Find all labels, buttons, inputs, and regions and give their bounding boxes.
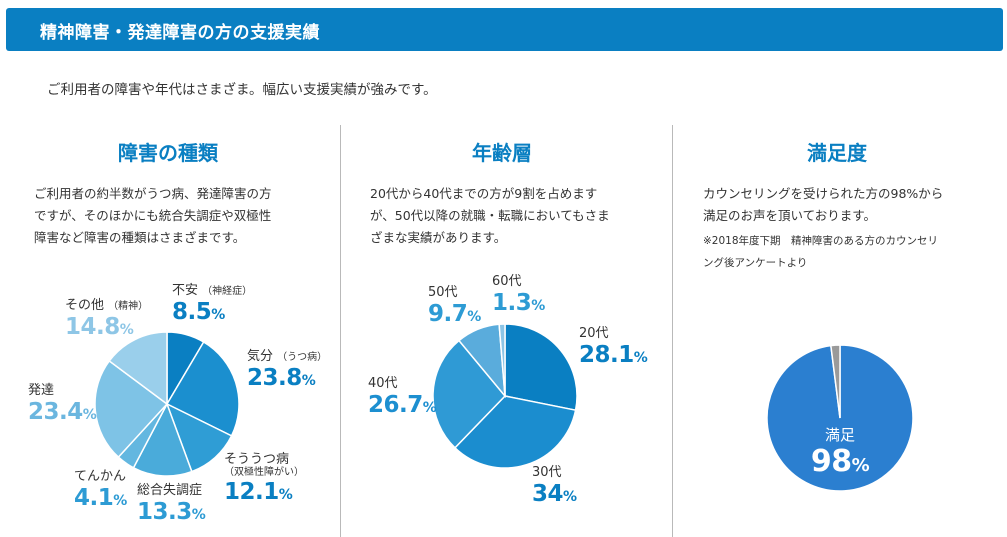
- pie-slice-総合失調症: [132, 402, 193, 477]
- slice-label-60s: 60代 1.3%: [492, 275, 545, 315]
- description-line: 障害など障害の種類はさまざまです。: [34, 230, 246, 245]
- slice-value: 23.4%: [28, 399, 97, 425]
- pie-chart-disability-type: [94, 331, 240, 477]
- slice-name: 60代: [492, 274, 522, 289]
- note-line: ング後アンケートより: [703, 257, 808, 269]
- slice-label-satisfied: 満足 98%: [786, 428, 894, 477]
- section-header: 精神障害・発達障害の方の支援実績: [6, 8, 1003, 51]
- slice-name: 50代: [428, 285, 458, 300]
- pie-slice-30代: [453, 395, 577, 469]
- description-line: が、50代以降の就職・転職においてもさま: [370, 208, 610, 223]
- slice-value: 14.8%: [65, 314, 134, 340]
- slice-name: 総合失調症: [137, 483, 203, 498]
- pie-slice-その他: [108, 331, 168, 406]
- pie-slice-60代: [498, 323, 506, 397]
- slice-label-anxiety: 不安 （神経症） 8.5%: [172, 284, 252, 324]
- slice-name: 40代: [368, 376, 398, 391]
- pie-chart-age-group: [432, 323, 578, 469]
- slice-value: 1.3%: [492, 290, 545, 316]
- slice-value: 12.1%: [224, 479, 293, 505]
- slice-name: その他 （精神）: [65, 298, 149, 313]
- slice-label-epilepsy: てんかん 4.1%: [74, 470, 127, 510]
- intro-text: ご利用者の障害や年代はさまざま。幅広い支援実績が強みです。: [47, 82, 437, 98]
- column-divider: [340, 125, 341, 537]
- description-line: カウンセリングを受けられた方の98%から: [703, 186, 944, 201]
- description-line: ご利用者の約半数がうつ病、発達障害の方: [34, 186, 272, 201]
- slice-name: 20代: [579, 326, 609, 341]
- slice-value: 28.1%: [579, 342, 648, 368]
- slice-value: 23.8%: [247, 365, 316, 391]
- slice-name: てんかん: [74, 469, 127, 484]
- slice-label-20s: 20代 28.1%: [579, 326, 648, 368]
- description-line: ざまな実績があります。: [370, 230, 507, 245]
- column-description: ご利用者の約半数がうつ病、発達障害の方 ですが、そのほかにも統合失調症や双極性 …: [34, 183, 272, 249]
- description-line: 20代から40代までの方が9割を占めます: [370, 186, 598, 201]
- slice-subname: （双極性障がい）: [224, 467, 304, 478]
- slice-label-other: その他 （精神） 14.8%: [65, 299, 148, 339]
- slice-value: 4.1%: [74, 485, 127, 511]
- slice-value: 98%: [810, 444, 870, 479]
- slice-label-bipolar: そううつ病 （双極性障がい） 12.1%: [224, 453, 304, 504]
- slice-value: 34%: [532, 481, 577, 507]
- slice-name: 気分 （うつ病）: [247, 349, 328, 364]
- slice-label-40s: 40代 26.7%: [368, 376, 437, 418]
- pie-slice-other: [830, 344, 841, 419]
- slice-label-mood: 気分 （うつ病） 23.8%: [247, 350, 327, 390]
- description-line: 満足のお声を頂いております。: [703, 208, 877, 223]
- slice-name: そううつ病: [224, 452, 290, 467]
- slice-value: 26.7%: [368, 392, 437, 418]
- column-title-satisfaction: 満足度: [807, 141, 867, 165]
- column-divider: [672, 125, 673, 537]
- pie-slice-40代: [432, 339, 507, 449]
- slice-name: 満足: [824, 426, 855, 444]
- column-title-disability-type: 障害の種類: [118, 141, 218, 165]
- survey-note: ※2018年度下期 精神障害のある方のカウンセリ ング後アンケートより: [703, 230, 938, 274]
- slice-name: 30代: [532, 465, 562, 480]
- slice-name: 発達: [28, 383, 55, 398]
- pie-chart-satisfaction: [766, 344, 914, 492]
- slice-name: 不安 （神経症）: [172, 283, 253, 298]
- slice-value: 9.7%: [428, 301, 481, 327]
- column-title-age-group: 年齢層: [472, 141, 532, 165]
- description-line: ですが、そのほかにも統合失調症や双極性: [34, 208, 272, 223]
- note-line: ※2018年度下期 精神障害のある方のカウンセリ: [703, 235, 939, 247]
- section-title: 精神障害・発達障害の方の支援実績: [40, 23, 320, 43]
- slice-label-developmental: 発達 23.4%: [28, 383, 97, 425]
- slice-value: 13.3%: [137, 499, 206, 525]
- pie-slice-発達: [94, 359, 169, 459]
- slice-value: 8.5%: [172, 299, 225, 325]
- column-description: 20代から40代までの方が9割を占めます が、50代以降の就職・転職においてもさ…: [370, 183, 610, 249]
- slice-label-50s: 50代 9.7%: [428, 286, 481, 326]
- slice-label-schizophrenia: 総合失調症 13.3%: [137, 483, 206, 525]
- pie-slice-20代: [504, 323, 578, 412]
- slice-label-30s: 30代 34%: [532, 466, 577, 506]
- column-description: カウンセリングを受けられた方の98%から 満足のお声を頂いております。: [703, 183, 943, 227]
